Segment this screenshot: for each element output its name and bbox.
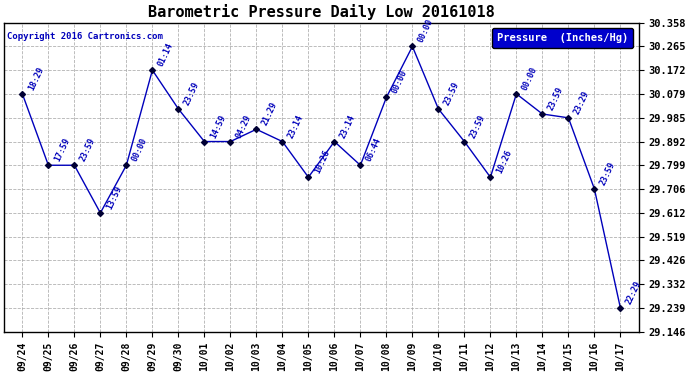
Text: 10:26: 10:26 <box>313 148 331 175</box>
Text: 10:26: 10:26 <box>495 148 513 175</box>
Text: 00:00: 00:00 <box>417 18 435 44</box>
Text: 06:44: 06:44 <box>364 136 383 163</box>
Text: 23:59: 23:59 <box>442 80 462 107</box>
Text: 04:29: 04:29 <box>235 113 253 140</box>
Text: 23:59: 23:59 <box>469 113 487 140</box>
Text: 23:14: 23:14 <box>339 113 357 140</box>
Title: Barometric Pressure Daily Low 20161018: Barometric Pressure Daily Low 20161018 <box>148 4 495 20</box>
Text: 14:59: 14:59 <box>208 113 227 140</box>
Text: 22:29: 22:29 <box>624 279 643 306</box>
Text: 00:00: 00:00 <box>130 136 149 163</box>
Text: 23:29: 23:29 <box>573 89 591 116</box>
Text: 00:00: 00:00 <box>520 65 540 92</box>
Text: 01:14: 01:14 <box>157 42 175 68</box>
Text: 23:59: 23:59 <box>546 86 565 112</box>
Text: 23:59: 23:59 <box>598 160 618 187</box>
Text: 23:59: 23:59 <box>183 80 201 107</box>
Text: 21:29: 21:29 <box>261 100 279 127</box>
Text: 17:59: 17:59 <box>52 136 71 163</box>
Text: Copyright 2016 Cartronics.com: Copyright 2016 Cartronics.com <box>8 32 164 41</box>
Text: 18:29: 18:29 <box>26 65 46 92</box>
Legend: Pressure  (Inches/Hg): Pressure (Inches/Hg) <box>492 28 633 48</box>
Text: 13:59: 13:59 <box>105 184 124 211</box>
Text: 23:14: 23:14 <box>286 113 305 140</box>
Text: 00:00: 00:00 <box>391 69 409 95</box>
Text: 23:59: 23:59 <box>79 136 97 163</box>
